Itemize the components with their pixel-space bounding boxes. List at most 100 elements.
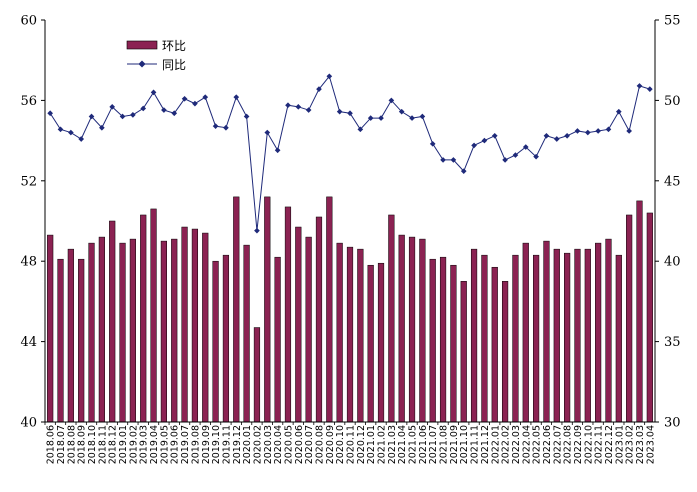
bar-2019.06 bbox=[171, 238, 178, 423]
x-tick-label: 2021.04 bbox=[397, 425, 408, 464]
point-2021.06 bbox=[419, 113, 426, 120]
point-2021.11 bbox=[471, 142, 477, 149]
point-2021.05 bbox=[409, 115, 415, 121]
x-tick-label: 2020.11 bbox=[346, 425, 357, 464]
x-tick-label: 2020.10 bbox=[335, 425, 346, 464]
point-2020.10 bbox=[336, 108, 343, 115]
bar-2022.02 bbox=[501, 281, 509, 423]
point-2022.01 bbox=[491, 132, 498, 139]
right-tick-label: 45 bbox=[664, 174, 681, 189]
bar-2021.10 bbox=[460, 281, 467, 423]
bar-2018.12 bbox=[109, 220, 116, 423]
point-2018.09 bbox=[78, 136, 85, 142]
point-2019.12 bbox=[233, 94, 240, 101]
line-series bbox=[47, 73, 653, 234]
axes bbox=[44, 20, 656, 423]
legend-label-bar: 环比 bbox=[162, 39, 186, 53]
bar-2019.08 bbox=[191, 228, 199, 423]
bar-2019.05 bbox=[160, 240, 167, 423]
bar-2023.02 bbox=[626, 214, 633, 423]
x-tick-label: 2020.04 bbox=[273, 425, 284, 464]
bar-2019.09 bbox=[202, 232, 209, 423]
right-tick-label: 55 bbox=[664, 14, 681, 29]
point-2023.01 bbox=[615, 108, 622, 115]
point-2022.10 bbox=[584, 129, 591, 136]
point-2019.08 bbox=[192, 100, 198, 107]
point-2020.04 bbox=[274, 147, 281, 154]
bar-2018.09 bbox=[78, 258, 85, 423]
point-2019.05 bbox=[161, 107, 167, 113]
point-2019.07 bbox=[181, 95, 188, 102]
x-tick-label: 2018.11 bbox=[97, 425, 108, 464]
x-tick-label: 2022.08 bbox=[563, 425, 574, 464]
legend-bar-swatch bbox=[126, 40, 158, 50]
point-2021.04 bbox=[398, 108, 405, 115]
x-tick-label: 2021.06 bbox=[418, 425, 429, 464]
bar-2019.04 bbox=[150, 208, 157, 423]
point-2021.10 bbox=[460, 168, 467, 174]
bar-2022.03 bbox=[512, 254, 519, 423]
x-tick-label: 2023.03 bbox=[635, 425, 646, 464]
bar-2019.01 bbox=[119, 242, 126, 423]
point-2019.06 bbox=[171, 110, 178, 117]
point-2021.08 bbox=[440, 157, 446, 163]
bar-2021.06 bbox=[419, 238, 426, 423]
point-2018.06 bbox=[47, 110, 53, 117]
point-2022.06 bbox=[543, 132, 550, 139]
point-2021.01 bbox=[367, 115, 374, 121]
point-2023.02 bbox=[626, 128, 632, 134]
point-2018.12 bbox=[109, 104, 116, 110]
x-tick-label: 2019.11 bbox=[221, 425, 232, 464]
bar-2022.06 bbox=[543, 240, 550, 423]
bar-2020.10 bbox=[336, 242, 343, 423]
point-2019.10 bbox=[212, 123, 219, 129]
bar-2021.05 bbox=[408, 236, 416, 423]
x-tick-label: 2021.01 bbox=[366, 425, 377, 464]
left-axis-ticks: 40 44 48 52 56 60 bbox=[20, 14, 45, 431]
point-2020.09 bbox=[326, 73, 333, 80]
bar-2023.04 bbox=[646, 212, 653, 423]
point-2020.03 bbox=[264, 129, 271, 136]
x-tick-label: 2020.06 bbox=[294, 425, 305, 464]
x-tick-label: 2022.11 bbox=[594, 425, 605, 464]
point-2020.07 bbox=[305, 107, 312, 113]
x-tick-label: 2022.06 bbox=[542, 425, 553, 464]
point-2019.02 bbox=[130, 112, 136, 118]
point-2020.12 bbox=[357, 126, 364, 133]
bar-2019.10 bbox=[212, 260, 219, 423]
bar-2021.01 bbox=[367, 264, 374, 423]
x-tick-label: 2019.06 bbox=[170, 425, 181, 464]
bar-2021.03 bbox=[388, 214, 395, 423]
bar-2018.08 bbox=[67, 248, 74, 423]
bar-2021.11 bbox=[470, 248, 478, 423]
bar-2020.04 bbox=[274, 256, 281, 423]
bar-2020.01 bbox=[243, 244, 250, 423]
left-tick-label: 56 bbox=[20, 94, 37, 109]
bar-2021.09 bbox=[450, 264, 457, 423]
x-tick-label: 2020.01 bbox=[242, 425, 253, 464]
bar-2023.01 bbox=[615, 254, 622, 423]
bar-2022.04 bbox=[522, 242, 529, 423]
point-2023.04 bbox=[647, 86, 653, 92]
bar-2022.11 bbox=[595, 242, 602, 423]
x-tick-label: 2018.07 bbox=[56, 425, 67, 464]
point-2018.08 bbox=[68, 129, 74, 136]
bar-2019.02 bbox=[129, 238, 136, 423]
point-2020.11 bbox=[347, 110, 353, 117]
bar-2018.07 bbox=[57, 258, 64, 423]
bar-2020.06 bbox=[295, 226, 302, 423]
x-tick-label: 2018.12 bbox=[108, 425, 119, 464]
x-tick-label: 2018.10 bbox=[87, 425, 98, 464]
right-axis-ticks: 30 35 40 45 50 55 bbox=[655, 14, 681, 431]
point-2022.02 bbox=[502, 157, 508, 163]
legend: 环比 同比 bbox=[126, 39, 186, 72]
x-tick-label: 2020.07 bbox=[304, 425, 315, 464]
x-tick-label: 2023.04 bbox=[645, 425, 656, 464]
point-2021.02 bbox=[378, 115, 384, 121]
point-2022.12 bbox=[605, 126, 612, 133]
point-2023.03 bbox=[636, 83, 643, 89]
bar-2021.08 bbox=[439, 256, 447, 423]
x-tick-label: 2019.05 bbox=[159, 425, 170, 464]
point-2021.03 bbox=[388, 97, 395, 104]
